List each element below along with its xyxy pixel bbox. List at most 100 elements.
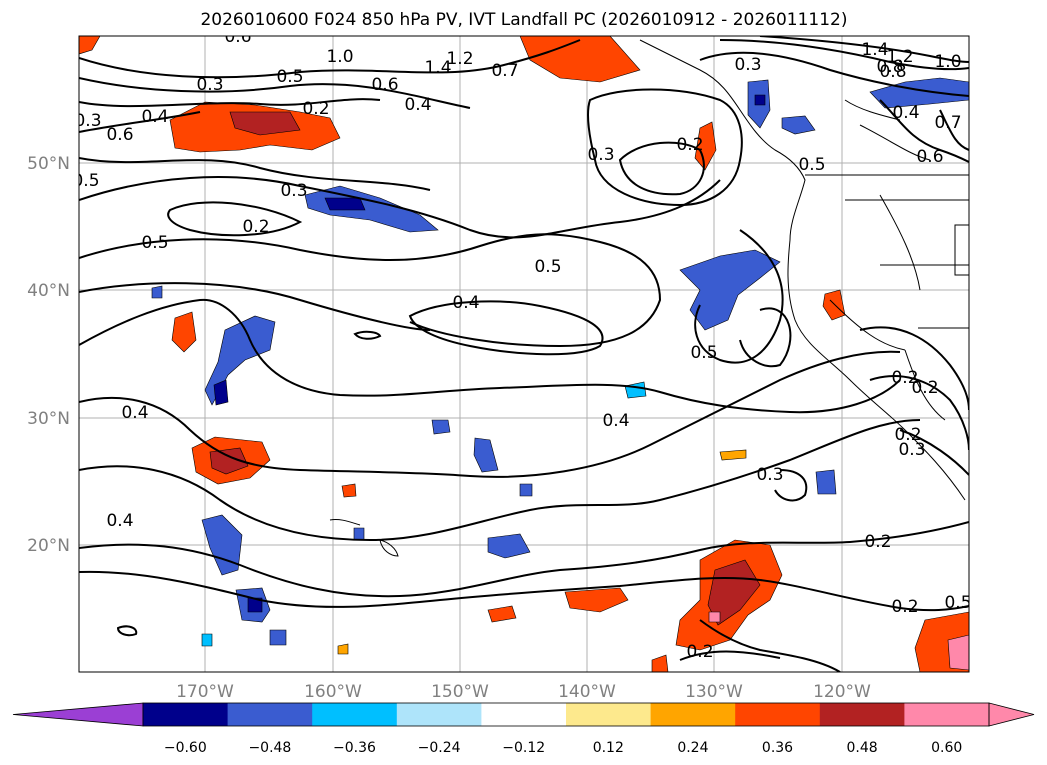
anomaly-blob xyxy=(947,634,969,671)
colorbar-tick-label: 0.60 xyxy=(931,740,962,756)
contour-label: 0.5 xyxy=(72,171,99,191)
anomaly-blob xyxy=(694,121,717,171)
anomaly-blob xyxy=(151,285,163,299)
colorbar-tick-label: −0.60 xyxy=(164,740,207,756)
colorbar-outline xyxy=(142,702,990,727)
colorbar-swatch xyxy=(481,703,567,726)
contour-label: 0.2 xyxy=(911,378,938,398)
contour-label: 0.3 xyxy=(756,465,783,485)
contour-label: 0.6 xyxy=(371,75,398,95)
anomaly-blob xyxy=(229,111,301,136)
anomaly-blob xyxy=(754,94,766,106)
colorbar-swatch xyxy=(312,703,398,726)
contour-label: 1.0 xyxy=(934,52,961,72)
contour-label: 1.2 xyxy=(446,49,473,69)
contour-label: 0.5 xyxy=(276,67,303,87)
contour-label: 0.3 xyxy=(196,75,223,95)
pv-contours xyxy=(79,36,969,672)
anomaly-blob xyxy=(519,36,641,83)
contour-label: 0.7 xyxy=(491,61,518,81)
anomaly-blob xyxy=(651,654,669,672)
longitude-tick-label: 170°W xyxy=(176,682,234,702)
contour-label: 0.3 xyxy=(280,181,307,201)
latitude-tick-label: 40°N xyxy=(27,281,70,301)
longitude-tick-label: 140°W xyxy=(558,682,616,702)
anomaly-blob xyxy=(487,533,531,559)
colorbar-swatch xyxy=(735,703,821,726)
map-frame xyxy=(78,35,970,673)
anomaly-blob xyxy=(201,514,243,576)
contour-label: 0.6 xyxy=(916,147,943,167)
anomaly-blob xyxy=(213,379,229,406)
contour-label: 1.2 xyxy=(886,47,913,67)
contour-label: 0.5 xyxy=(534,257,561,277)
anomaly-blob xyxy=(564,587,629,613)
colorbar-tick-label: −0.48 xyxy=(248,740,291,756)
colorbar-tick-label: 0.36 xyxy=(762,740,793,756)
contour-label: 0.3 xyxy=(587,145,614,165)
contour-label: 0.5 xyxy=(141,233,168,253)
colorbar-swatch xyxy=(566,703,652,726)
colorbar-tick-label: 0.24 xyxy=(677,740,708,756)
anomaly-blob xyxy=(487,605,517,623)
colorbar-tick-label: −0.24 xyxy=(418,740,461,756)
anomaly-blob xyxy=(719,449,747,461)
contour-label: 0.3 xyxy=(898,440,925,460)
anomaly-blob xyxy=(707,559,761,626)
contour-label: 0.2 xyxy=(891,597,918,617)
anomaly-blob xyxy=(269,629,287,646)
longitude-tick-labels: 170°W 160°W 150°W 140°W 130°W 120°W xyxy=(176,682,871,702)
contour-label: 0.2 xyxy=(891,368,918,388)
contour-label: 0.7 xyxy=(934,113,961,133)
anomaly-blob xyxy=(337,643,349,655)
contour-label: 0.5 xyxy=(690,343,717,363)
anomaly-blob xyxy=(781,115,816,135)
contour-label: 0.2 xyxy=(242,217,269,237)
contour-label: 1.4 xyxy=(861,40,888,60)
colorbar-swatch xyxy=(650,703,736,726)
contour-label: 0.4 xyxy=(892,103,919,123)
contour-label: 0.2 xyxy=(676,135,703,155)
anomaly-blob xyxy=(822,289,846,321)
contour-label: 1.4 xyxy=(424,58,451,78)
contour-label: 0.8 xyxy=(876,57,903,77)
contour-label: 0.4 xyxy=(141,107,168,127)
latitude-tick-label: 50°N xyxy=(27,154,70,174)
contour-label: 0.4 xyxy=(452,293,479,313)
anomaly-blob xyxy=(431,419,451,435)
contour-label: 0.2 xyxy=(302,99,329,119)
colorbar-tick-label: −0.36 xyxy=(333,740,376,756)
longitude-tick-label: 160°W xyxy=(304,682,362,702)
anomaly-blob xyxy=(679,249,781,331)
anomaly-blob xyxy=(341,483,357,498)
contour-label: 0.6 xyxy=(106,125,133,145)
anomaly-blob xyxy=(209,447,249,475)
colorbar-swatch xyxy=(227,703,313,726)
contour-label: 1.0 xyxy=(326,47,353,67)
negative-anomaly-fills xyxy=(151,77,969,647)
contour-label: 0.4 xyxy=(106,511,133,531)
anomaly-blob xyxy=(171,311,197,353)
longitude-tick-label: 120°W xyxy=(813,682,871,702)
colorbar-swatch xyxy=(396,703,482,726)
colorbar-swatch xyxy=(904,703,990,726)
colorbar-extend-high xyxy=(988,702,1035,727)
colorbar-tick-label: 0.48 xyxy=(847,740,878,756)
positive-anomaly-fills xyxy=(79,36,969,672)
contour-label: 0.2 xyxy=(686,642,713,662)
anomaly-blob xyxy=(247,597,263,613)
contour-label: 0.8 xyxy=(879,62,906,82)
colorbar-swatch xyxy=(819,703,905,726)
contour-label: 0.6 xyxy=(224,27,251,47)
latitude-tick-label: 30°N xyxy=(27,409,70,429)
contour-label: 0.4 xyxy=(121,403,148,423)
longitude-tick-label: 130°W xyxy=(685,682,743,702)
anomaly-blob xyxy=(815,469,837,495)
anomaly-blob xyxy=(324,197,366,211)
anomaly-blob xyxy=(304,185,439,233)
anomaly-blob xyxy=(519,483,533,497)
coastlines xyxy=(329,39,969,557)
anomaly-blob xyxy=(79,36,101,55)
contour-label: 0.4 xyxy=(404,95,431,115)
